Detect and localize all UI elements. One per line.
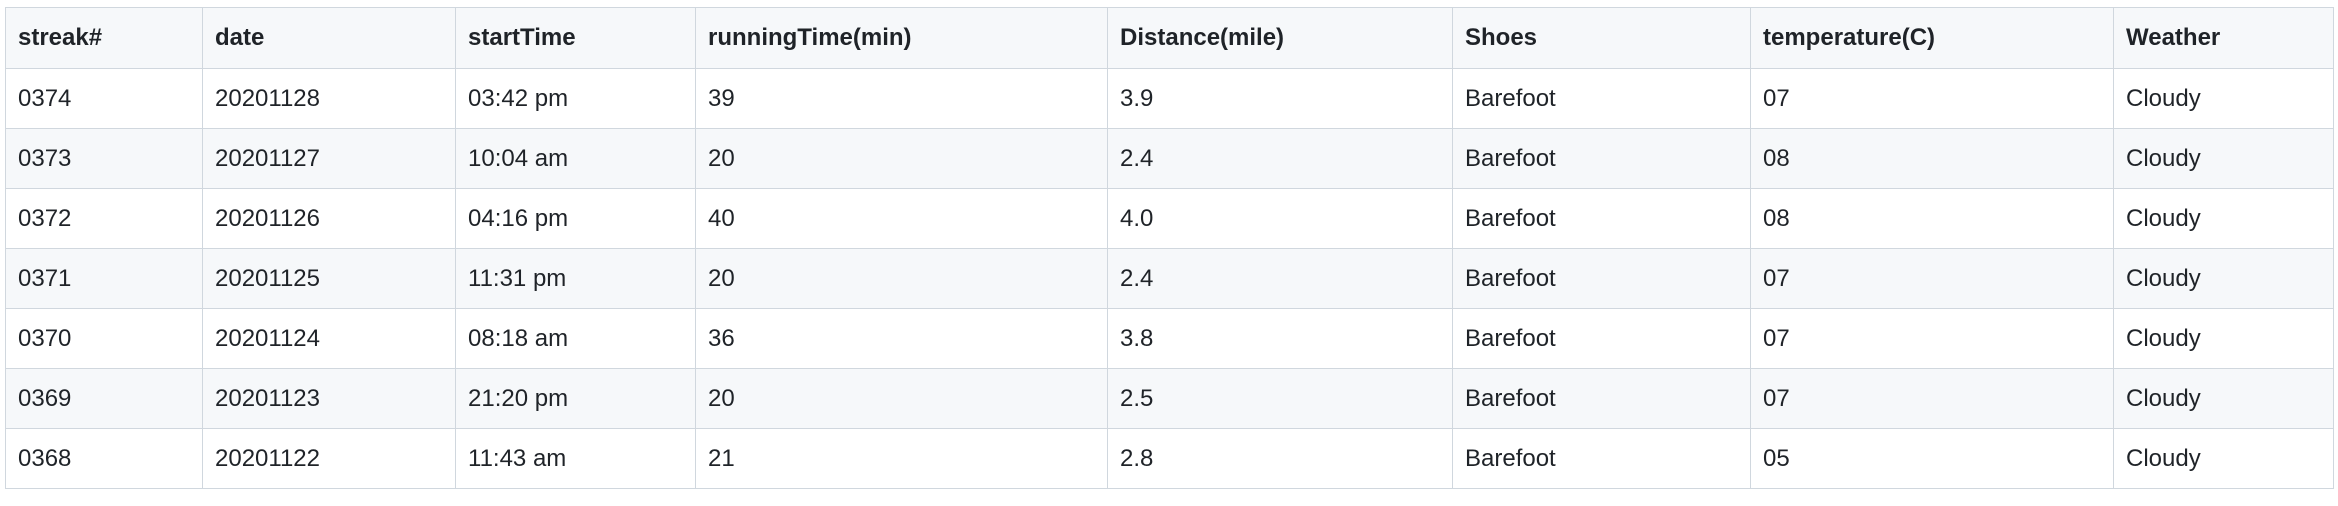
header-start-time: startTime (455, 7, 696, 69)
header-shoes: Shoes (1452, 7, 1751, 69)
cell-start-time: 08:18 am (455, 308, 696, 369)
running-log-table: streak# date startTime runningTime(min) … (5, 7, 2334, 489)
cell-streak: 0370 (5, 308, 203, 369)
cell-date: 20201124 (202, 308, 456, 369)
cell-distance: 2.4 (1107, 248, 1453, 309)
cell-streak: 0374 (5, 68, 203, 129)
cell-temperature: 05 (1750, 428, 2114, 489)
table-row: 0371 20201125 11:31 pm 20 2.4 Barefoot 0… (5, 248, 2334, 309)
header-weather: Weather (2113, 7, 2334, 69)
cell-streak: 0372 (5, 188, 203, 249)
header-temperature: temperature(C) (1750, 7, 2114, 69)
table-row: 0369 20201123 21:20 pm 20 2.5 Barefoot 0… (5, 368, 2334, 429)
table-row: 0370 20201124 08:18 am 36 3.8 Barefoot 0… (5, 308, 2334, 369)
cell-start-time: 10:04 am (455, 128, 696, 189)
cell-start-time: 11:31 pm (455, 248, 696, 309)
cell-start-time: 21:20 pm (455, 368, 696, 429)
cell-date: 20201127 (202, 128, 456, 189)
header-running-time: runningTime(min) (695, 7, 1108, 69)
cell-weather: Cloudy (2113, 68, 2334, 129)
cell-shoes: Barefoot (1452, 128, 1751, 189)
cell-streak: 0368 (5, 428, 203, 489)
cell-running-time: 39 (695, 68, 1108, 129)
cell-temperature: 07 (1750, 308, 2114, 369)
cell-weather: Cloudy (2113, 428, 2334, 489)
table-header: streak# date startTime runningTime(min) … (5, 7, 2334, 69)
cell-running-time: 21 (695, 428, 1108, 489)
cell-distance: 4.0 (1107, 188, 1453, 249)
cell-distance: 3.8 (1107, 308, 1453, 369)
table-row: 0372 20201126 04:16 pm 40 4.0 Barefoot 0… (5, 188, 2334, 249)
cell-weather: Cloudy (2113, 188, 2334, 249)
table-row: 0373 20201127 10:04 am 20 2.4 Barefoot 0… (5, 128, 2334, 189)
cell-distance: 2.8 (1107, 428, 1453, 489)
cell-streak: 0369 (5, 368, 203, 429)
cell-weather: Cloudy (2113, 308, 2334, 369)
table-container: streak# date startTime runningTime(min) … (5, 7, 2334, 489)
cell-running-time: 36 (695, 308, 1108, 369)
cell-start-time: 04:16 pm (455, 188, 696, 249)
cell-temperature: 07 (1750, 68, 2114, 129)
cell-running-time: 20 (695, 248, 1108, 309)
cell-start-time: 11:43 am (455, 428, 696, 489)
cell-date: 20201128 (202, 68, 456, 129)
header-streak: streak# (5, 7, 203, 69)
cell-weather: Cloudy (2113, 368, 2334, 429)
cell-date: 20201125 (202, 248, 456, 309)
cell-running-time: 20 (695, 128, 1108, 189)
header-row: streak# date startTime runningTime(min) … (5, 7, 2334, 69)
cell-shoes: Barefoot (1452, 188, 1751, 249)
cell-distance: 3.9 (1107, 68, 1453, 129)
cell-distance: 2.4 (1107, 128, 1453, 189)
cell-temperature: 07 (1750, 368, 2114, 429)
cell-distance: 2.5 (1107, 368, 1453, 429)
cell-temperature: 07 (1750, 248, 2114, 309)
cell-start-time: 03:42 pm (455, 68, 696, 129)
cell-running-time: 20 (695, 368, 1108, 429)
cell-date: 20201126 (202, 188, 456, 249)
cell-shoes: Barefoot (1452, 248, 1751, 309)
cell-shoes: Barefoot (1452, 68, 1751, 129)
cell-shoes: Barefoot (1452, 368, 1751, 429)
table-row: 0368 20201122 11:43 am 21 2.8 Barefoot 0… (5, 428, 2334, 489)
header-date: date (202, 7, 456, 69)
cell-streak: 0371 (5, 248, 203, 309)
cell-weather: Cloudy (2113, 248, 2334, 309)
cell-shoes: Barefoot (1452, 428, 1751, 489)
cell-date: 20201123 (202, 368, 456, 429)
header-distance: Distance(mile) (1107, 7, 1453, 69)
table-body: 0374 20201128 03:42 pm 39 3.9 Barefoot 0… (5, 68, 2334, 489)
cell-temperature: 08 (1750, 128, 2114, 189)
cell-shoes: Barefoot (1452, 308, 1751, 369)
cell-temperature: 08 (1750, 188, 2114, 249)
cell-date: 20201122 (202, 428, 456, 489)
table-row: 0374 20201128 03:42 pm 39 3.9 Barefoot 0… (5, 68, 2334, 129)
cell-running-time: 40 (695, 188, 1108, 249)
cell-weather: Cloudy (2113, 128, 2334, 189)
cell-streak: 0373 (5, 128, 203, 189)
